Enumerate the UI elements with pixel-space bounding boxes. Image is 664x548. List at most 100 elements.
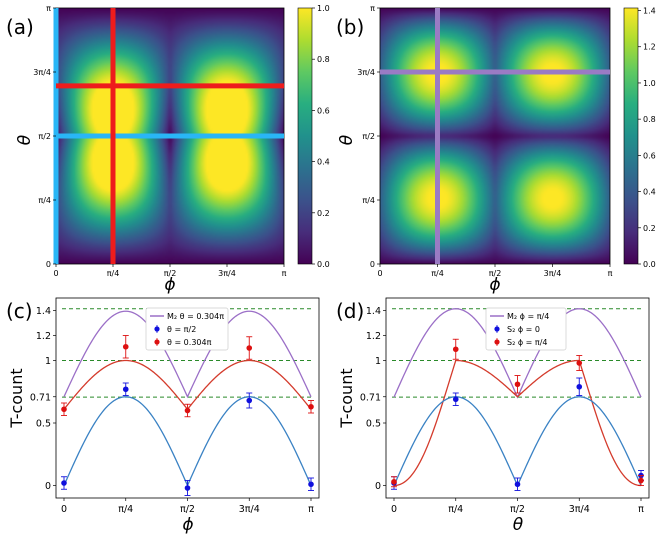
colorbar-a-bar (297, 7, 313, 265)
colorbar-tick-label-b: 0.0 (643, 260, 656, 269)
xtick-label-a: π/2 (164, 269, 177, 278)
ytick-label-a: 0 (46, 260, 51, 269)
curve-0 (63, 310, 312, 399)
heatmap-b-yticks: 0 π/4 π/2 3π/4 π (357, 4, 380, 269)
colorbar-b-bar (623, 7, 639, 265)
ytick-label: 1 (375, 356, 381, 367)
heatmap-a-xticks: 0 π/4 π/2 3π/4 π (53, 264, 287, 278)
plot-c-ylabel: T-count (7, 368, 26, 428)
ytick-label: 1.2 (36, 331, 51, 342)
legend-c: M₂ θ = 0.304π θ = π/2 θ = 0.304π (145, 307, 229, 351)
plot-d-xlabel: θ (513, 515, 524, 535)
heatmap-b: 0 π/4 π/2 3π/4 π 0 π/4 π/2 3π/4 π ϕ θ (337, 4, 613, 295)
data-point-1 (576, 360, 583, 366)
colorbar-tick-label-b: 1.4 (643, 7, 656, 16)
data-point-1 (246, 345, 253, 351)
ytick-label-a: π/4 (38, 196, 51, 205)
xtick-label-b: π/4 (431, 269, 444, 278)
colorbar-tick-label-b: 1.2 (643, 43, 656, 52)
ytick-label-b: π/2 (362, 132, 375, 141)
ytick-label-a: π/2 (38, 132, 51, 141)
xtick-label-a: π (282, 269, 287, 278)
ytick-label: 0 (45, 481, 51, 492)
colorbar-tick-label-a: 0.6 (317, 106, 330, 115)
ytick-label: 0.5 (36, 419, 51, 430)
data-point-0 (514, 481, 521, 488)
colorbar-a-ticks: 0.0 0.2 0.4 0.6 0.8 1.0 (312, 4, 330, 269)
legend-c-entry-3: θ = 0.304π (167, 338, 212, 347)
ytick-label: 1.2 (366, 331, 381, 342)
legend-c-box (145, 307, 229, 351)
colorbar-tick-label-b: 0.6 (643, 151, 656, 160)
data-point-0 (246, 397, 253, 404)
heatmap-a-ylabel: θ (15, 134, 35, 145)
heatmap-a-xlabel: ϕ (164, 275, 175, 295)
panel-label-a: (a) (6, 15, 34, 39)
colorbar-tick-label-a: 0.0 (317, 260, 330, 269)
legend-d-entry-2: S₂ ϕ = 0 (507, 325, 540, 334)
ytick-label-a: 3π/4 (33, 68, 51, 77)
xtick-label: π/4 (118, 504, 133, 515)
xtick-label-b: π (608, 269, 613, 278)
data-point-1 (391, 478, 397, 485)
colorbar-tick-label-a: 0.4 (317, 158, 330, 167)
plot-d-ylabel: T-count (337, 368, 356, 428)
ytick-label-b: 0 (370, 260, 375, 269)
data-point-1 (122, 343, 129, 350)
heatmap-b-overlays (380, 8, 610, 264)
xtick-label: 0 (61, 504, 67, 515)
xtick-label-a: 0 (53, 269, 58, 278)
heatmap-b-image (380, 8, 610, 264)
ytick-label-b: π/4 (362, 196, 375, 205)
data-point-1 (514, 381, 521, 388)
heatmap-b-xlabel: ϕ (489, 275, 500, 295)
legend-d-entry-1: M₂ ϕ = π/4 (507, 312, 549, 321)
data-point-1 (184, 407, 191, 414)
xtick-label-b: 3π/4 (544, 269, 562, 278)
colorbar-tick-label-a: 0.8 (317, 55, 330, 64)
xtick-label: π (638, 504, 644, 515)
heatmap-a: 0 π/4 π/2 3π/4 π 0 π/4 π/2 3π/4 π ϕ θ (15, 4, 287, 295)
ytick-label-a: π (46, 4, 51, 13)
panel-label-c: (c) (6, 299, 33, 323)
data-point-0 (308, 481, 314, 488)
colorbar-tick-label-b: 0.2 (643, 224, 656, 233)
legend-c-entry-1: M₂ θ = 0.304π (167, 312, 224, 321)
ytick-label: 0.71 (360, 392, 381, 403)
xtick-label-a: π/4 (107, 269, 120, 278)
colorbar-a: 0.0 0.2 0.4 0.6 0.8 1.0 (297, 4, 330, 269)
ytick-label: 0.71 (30, 392, 51, 403)
data-point-0 (61, 480, 67, 486)
plot-d-content: 0 0.5 0.71 1 1.2 1.4 0 π/4 π/2 3π/4 π (360, 306, 644, 515)
ytick-label: 1.4 (36, 306, 51, 317)
panel-label-d: (d) (336, 299, 364, 323)
legend-d-entry-3: S₂ ϕ = π/4 (507, 338, 548, 347)
colorbar-tick-label-b: 0.8 (643, 115, 656, 124)
xtick-label: 3π/4 (239, 504, 260, 515)
plot-c-xlabel: ϕ (182, 515, 193, 535)
colorbar-tick-label-b: 1.0 (643, 79, 656, 88)
xtick-label-b: π/2 (489, 269, 502, 278)
data-point-1 (61, 406, 67, 413)
panel-label-b: (b) (336, 15, 364, 39)
data-point-1 (452, 346, 459, 353)
xtick-label: 3π/4 (569, 504, 590, 515)
ytick-label: 1 (45, 356, 51, 367)
heatmap-a-yticks: 0 π/4 π/2 3π/4 π (33, 4, 56, 269)
data-point-0 (184, 485, 191, 491)
plot-d: 0 0.5 0.71 1 1.2 1.4 0 π/4 π/2 3π/4 π T-count θ M₂… (337, 297, 650, 535)
plot-c: 0 0.5 0.71 1 1.2 1.4 0 π/4 π/2 3π/4 π T-count ϕ M₂… (7, 297, 320, 535)
data-point-1 (308, 403, 314, 410)
xtick-label: 0 (391, 504, 397, 515)
xtick-label-a: 3π/4 (218, 269, 236, 278)
plot-c-content: 0 0.5 0.71 1 1.2 1.4 0 π/4 π/2 3π/4 π (30, 306, 314, 515)
data-point-0 (576, 383, 583, 390)
heatmap-b-xticks: 0 π/4 π/2 3π/4 π (377, 264, 613, 278)
colorbar-tick-label-b: 0.4 (643, 188, 656, 197)
data-point-1 (638, 477, 644, 484)
curve-1 (393, 359, 642, 487)
data-point-0 (452, 396, 459, 403)
xtick-label: π/4 (448, 504, 463, 515)
heatmap-b-ylabel: θ (337, 134, 357, 145)
